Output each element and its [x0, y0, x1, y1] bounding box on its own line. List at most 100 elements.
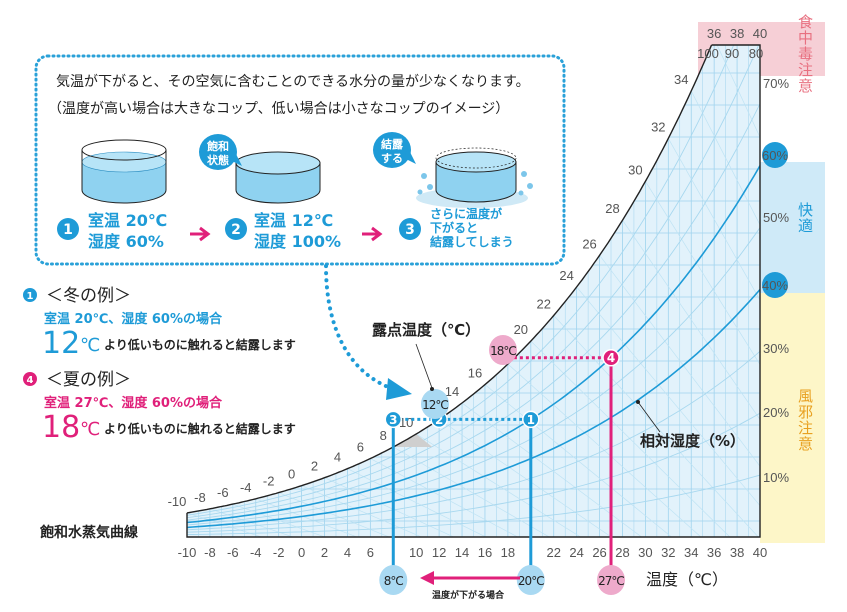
bubble-text: 状態 — [207, 153, 229, 167]
x-tick-label: 0 — [298, 545, 305, 560]
step-text: 室温 20℃ — [88, 211, 167, 230]
dew-point-badge-12 — [421, 389, 449, 419]
winter-example: 1 ＜冬の例＞ 室温 20℃、湿度 60%の場合 12 ℃ より低いものに触れる… — [23, 286, 296, 361]
x-tick-label: 36 — [707, 545, 721, 560]
step-text: 結露してしまう — [430, 234, 514, 249]
step-text: 室温 12℃ — [254, 211, 333, 230]
x-tick-label: -8 — [204, 545, 216, 560]
zone-cold-caution — [760, 293, 825, 543]
rh-curve-80 — [187, 45, 760, 519]
saturation-temp-label: 28 — [605, 201, 619, 216]
step-3: 3 さらに温度が 下がると 結露してしまう — [399, 206, 514, 249]
x-tick-label: 18 — [501, 545, 515, 560]
saturated-bubble — [199, 134, 237, 170]
x-tick-label: 34 — [684, 545, 698, 560]
x-tick-label: 30 — [638, 545, 652, 560]
example-unit: ℃ — [80, 335, 100, 356]
rh-curve-90 — [187, 45, 760, 516]
large-cup-icon — [81, 139, 167, 204]
x-tick-label: 40 — [753, 545, 767, 560]
zone-comfortable — [760, 162, 825, 293]
saturation-temp-label: 6 — [357, 440, 364, 455]
zone-label-food-poisoning: 食中毒注意 — [796, 14, 814, 94]
marker-label: 2 — [435, 413, 443, 427]
diagonal-line — [553, 315, 760, 537]
zone-label-cold-caution: 風邪注意 — [796, 388, 814, 452]
bubble-text: する — [381, 152, 403, 165]
diagonal-line — [370, 458, 631, 537]
zone-label-comfortable: 快適 — [796, 202, 814, 234]
example-unit: ℃ — [80, 419, 100, 440]
x-tick-label: 10 — [409, 545, 423, 560]
x-tick-label: 16 — [478, 545, 492, 560]
saturation-temp-label: 32 — [651, 119, 665, 134]
example-title: ＜夏の例＞ — [46, 370, 131, 390]
marker-4 — [602, 348, 620, 367]
step-text: さらに温度が — [430, 206, 502, 221]
x-tick-label: 24 — [569, 545, 583, 560]
step-text: 下がると — [430, 220, 478, 235]
saturation-temp-label: 0 — [288, 467, 295, 482]
top-temp-label: 38 — [730, 26, 744, 41]
marker-label: 3 — [389, 413, 397, 427]
saturation-curve-label: 飽和水蒸気曲線 — [39, 524, 138, 541]
right-rh-label: 30% — [763, 341, 789, 356]
leader-dot — [636, 400, 640, 404]
water-drops-icon — [417, 171, 533, 196]
rh-curve-30 — [187, 350, 760, 531]
dew-point-badge-18-text: 18℃ — [490, 344, 516, 358]
right-rh-label: 20% — [763, 405, 789, 420]
zone-labels: 食中毒注意 快適 風邪注意 — [796, 14, 814, 452]
example-number: 4 — [27, 375, 34, 386]
example-title: ＜冬の例＞ — [46, 286, 131, 306]
saturation-temp-label: -6 — [217, 485, 229, 500]
x-tick-label: -6 — [227, 545, 239, 560]
marker-3 — [384, 410, 403, 429]
x-axis-title: 温度（℃） — [646, 570, 728, 589]
diagonal-line — [347, 468, 608, 537]
diagonal-line — [668, 138, 760, 537]
diagonal-line — [324, 477, 585, 537]
summer-example: 4 ＜夏の例＞ 室温 27℃、湿度 60%の場合 18 ℃ より低いものに触れる… — [23, 370, 296, 445]
condensation-cup-icon: 結露 する — [373, 132, 533, 208]
bubble-text: 飽和 — [206, 139, 229, 153]
example-dew-point: 18 — [42, 410, 80, 445]
x-tick-label: 2 — [321, 545, 328, 560]
dew-point-leader — [415, 343, 433, 389]
right-rh-label: 50% — [763, 210, 789, 225]
diagonal-line — [393, 446, 654, 537]
diagonal-line — [645, 181, 760, 537]
chart-frame — [186, 44, 761, 538]
arrow-head-icon — [386, 378, 412, 400]
right-rh-label: 70% — [763, 76, 789, 91]
top-rh-label: 100 — [697, 46, 719, 61]
x-tick-label: -10 — [178, 545, 197, 560]
right-rh-label: 40% — [762, 278, 788, 293]
bubble-text: 結露 — [381, 137, 404, 151]
saturation-temp-label: 4 — [334, 450, 341, 465]
saturation-temp-label: 26 — [582, 236, 596, 251]
condensation-area — [393, 434, 433, 447]
example-condition: 室温 27℃、湿度 60%の場合 — [44, 395, 223, 411]
x-tick-label: 32 — [661, 545, 675, 560]
saturation-temp-label: 2 — [311, 459, 318, 474]
diagonal-line — [438, 419, 700, 537]
rh-curve-40 — [187, 288, 760, 529]
rh-highlight-badge — [762, 272, 788, 298]
diagonal-line — [507, 363, 760, 537]
saturation-temp-label: 20 — [514, 322, 528, 337]
saturated-cup-icon: 飽和 状態 — [199, 134, 321, 204]
temp-badge-20 — [516, 565, 545, 595]
saturation-temp-label: 16 — [468, 366, 482, 381]
saturation-temp-label: 30 — [628, 162, 642, 177]
x-tick-label: 12 — [432, 545, 446, 560]
temp-badge-8-text: 8℃ — [384, 574, 404, 588]
arrow-left-icon — [420, 571, 434, 585]
x-tick-label: 26 — [592, 545, 606, 560]
x-tick-label: 28 — [615, 545, 629, 560]
x-tick-label: 38 — [730, 545, 744, 560]
saturation-temp-label: 14 — [445, 384, 459, 399]
step-number: 1 — [63, 222, 73, 238]
rh-curve-10 — [187, 474, 760, 536]
